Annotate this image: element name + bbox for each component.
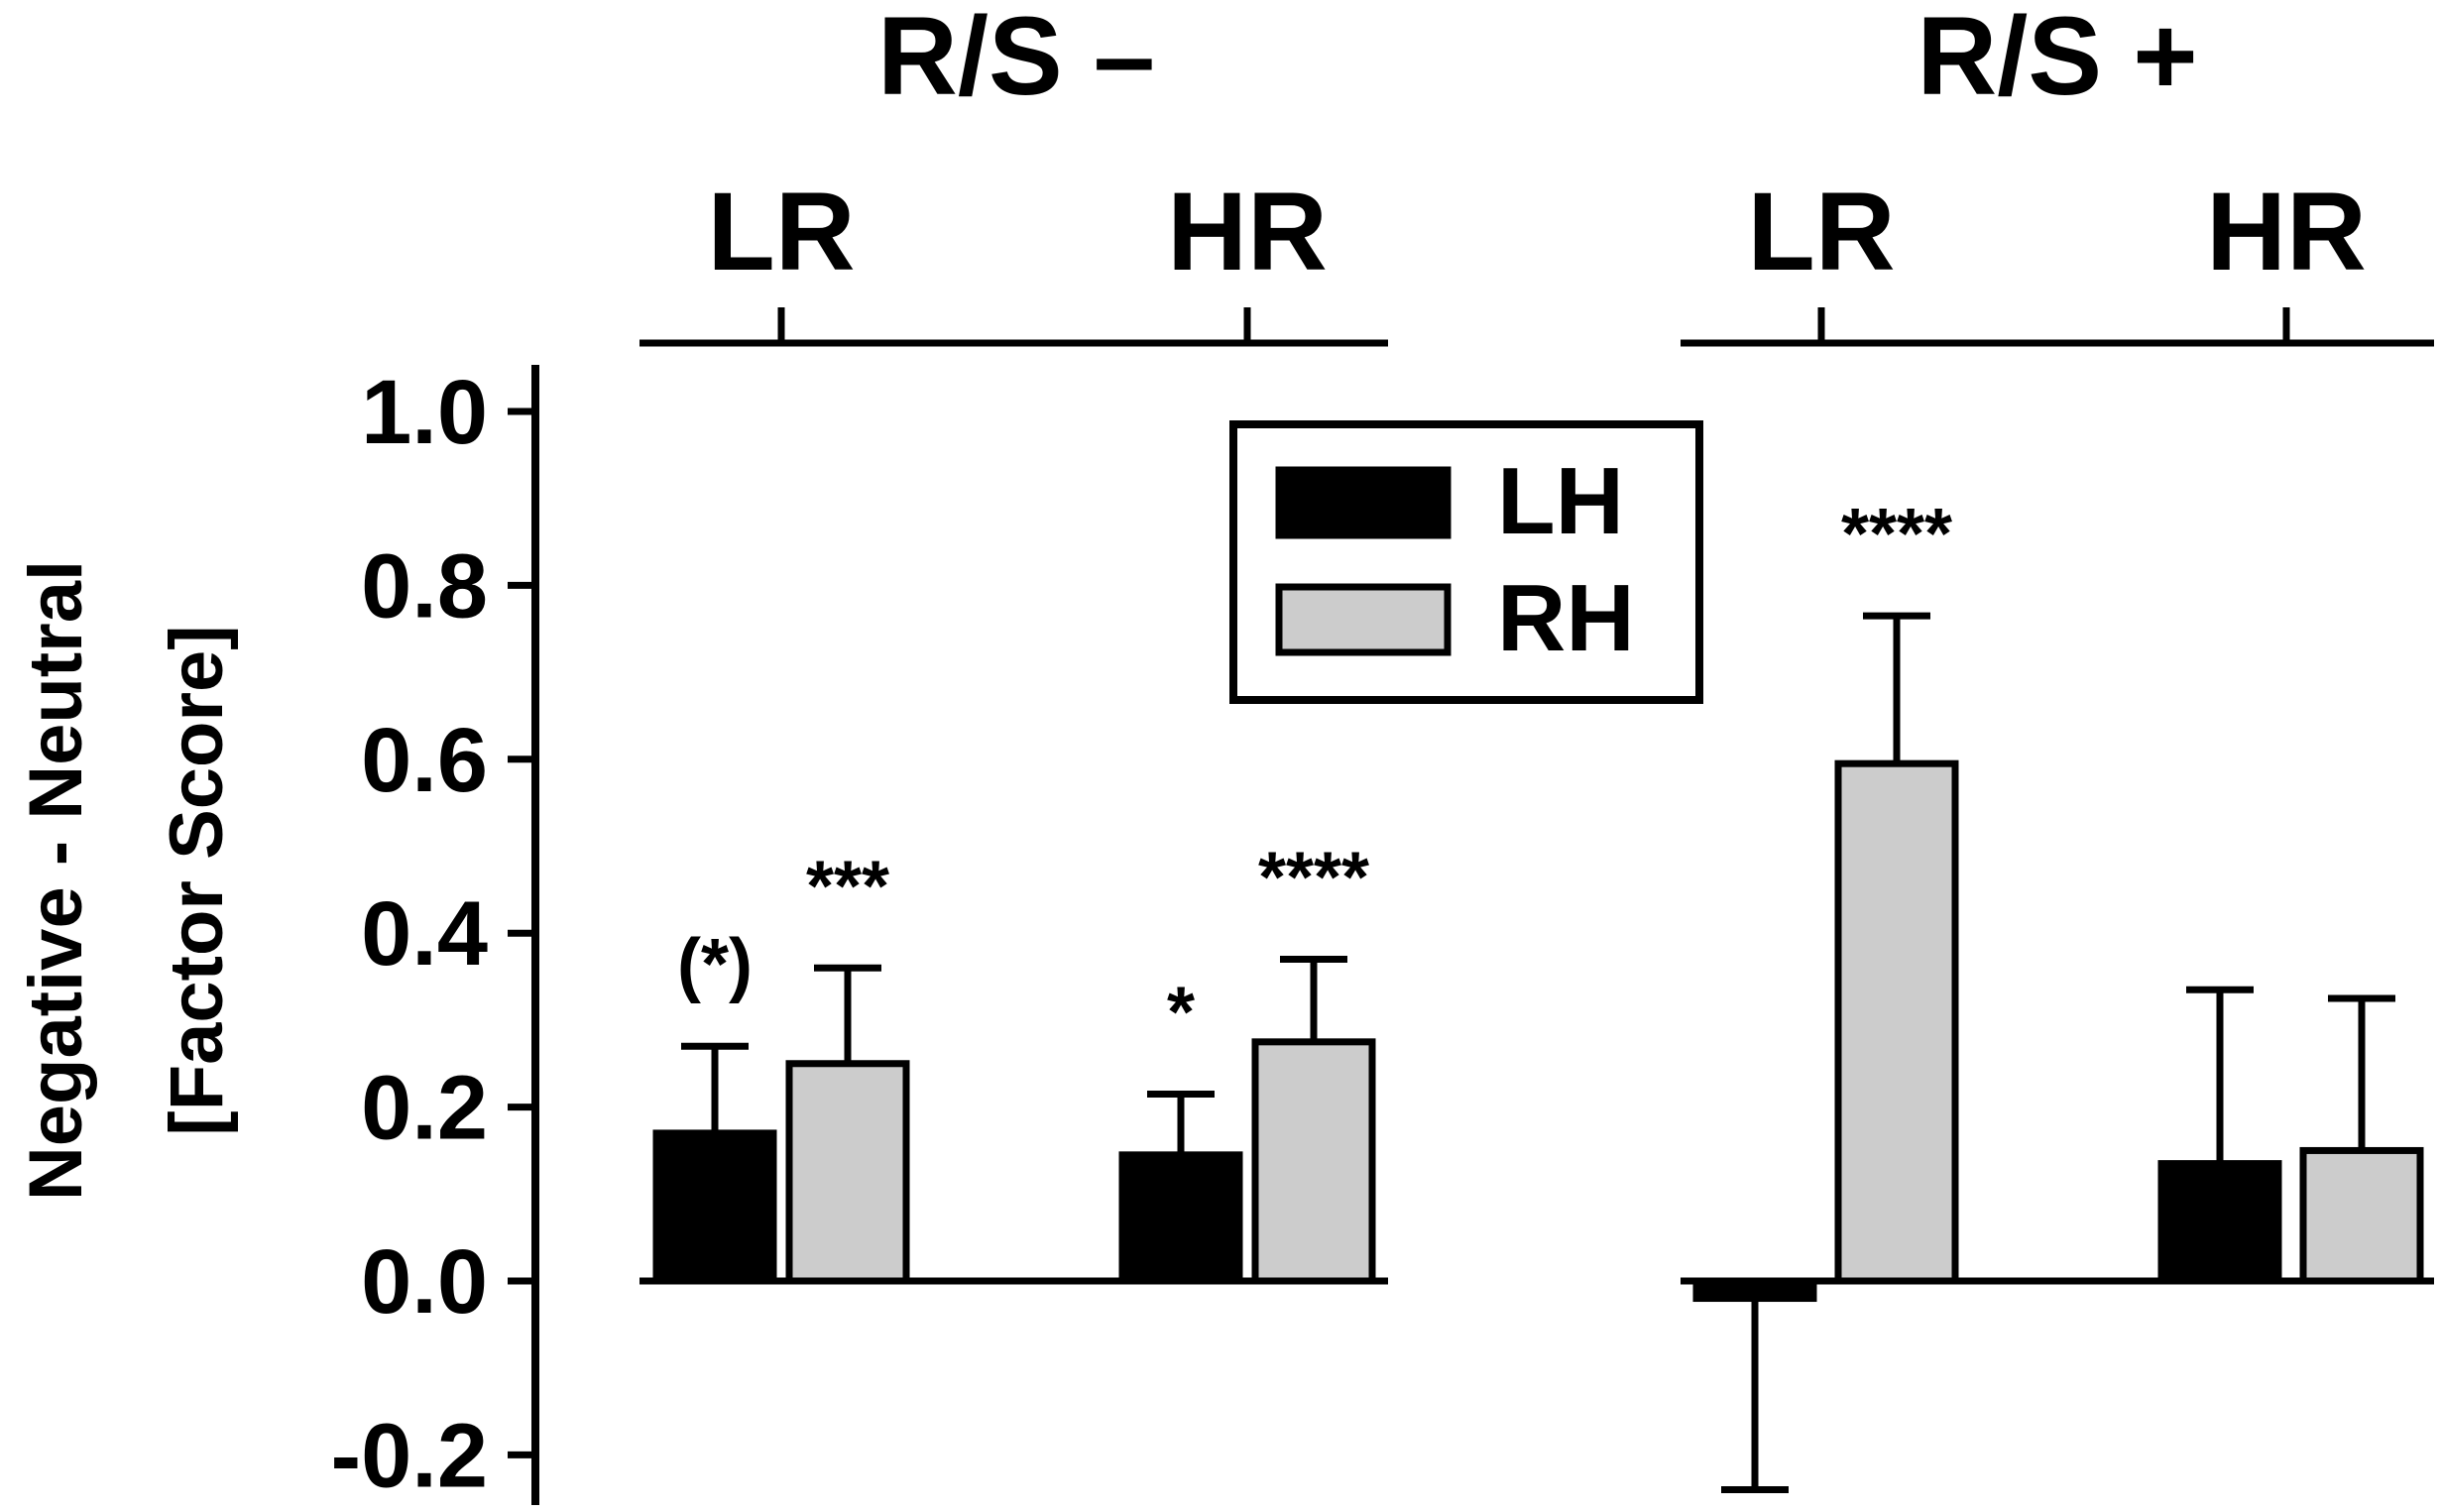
significance-label: **** <box>1841 495 1952 574</box>
y-axis-title: Negative - Neutral [Factor Score] <box>14 560 239 1201</box>
y-tick-label: 1.0 <box>361 362 488 463</box>
y-tick-label: 0.0 <box>361 1231 488 1333</box>
group-label: HR <box>1167 170 1328 293</box>
legend: LH RH <box>1229 420 1703 704</box>
bar-rh <box>2299 1146 2424 1285</box>
chart-panels: R/S –LR(*)***HR*****R/S +LR****HR <box>639 0 2434 1493</box>
group-label: HR <box>2206 170 2367 293</box>
y-axis-title-line1: Negative - Neutral <box>14 560 98 1201</box>
y-axis: 1.0 0.8 0.6 0.4 0.2 0.0 -0.2 <box>330 362 539 1506</box>
legend-label: LH <box>1497 448 1624 554</box>
bar-lh <box>1118 1151 1243 1285</box>
legend-swatch-lh <box>1275 466 1452 539</box>
bar-rh <box>1834 759 1959 1285</box>
bar-lh <box>652 1129 777 1285</box>
significance-label: (*) <box>677 925 753 1004</box>
bar-lh <box>2157 1160 2282 1285</box>
legend-label: RH <box>1497 565 1635 671</box>
y-tick-label: 0.4 <box>361 883 488 985</box>
panel-title: R/S + <box>1917 0 2197 118</box>
significance-label: **** <box>1258 839 1369 918</box>
panel-title: R/S – <box>877 0 1155 118</box>
group-label: LR <box>1747 170 1895 293</box>
group-label: LR <box>707 170 855 293</box>
significance-label: * <box>1167 973 1195 1052</box>
panel: R/S –LR(*)***HR***** <box>639 0 1388 1285</box>
y-tick-label: 0.8 <box>361 535 488 637</box>
y-tick-label: 0.6 <box>361 710 488 811</box>
legend-swatch-rh <box>1275 583 1452 656</box>
y-tick-label: 0.2 <box>361 1058 488 1159</box>
panel: R/S +LR **** HR <box>1681 0 2434 1493</box>
y-tick-label: -0.2 <box>330 1405 488 1506</box>
y-axis-title-line2: [Factor Score] <box>155 625 239 1135</box>
bar-rh <box>785 1060 910 1285</box>
bar-rh <box>1251 1038 1376 1285</box>
significance-label: *** <box>806 847 889 926</box>
